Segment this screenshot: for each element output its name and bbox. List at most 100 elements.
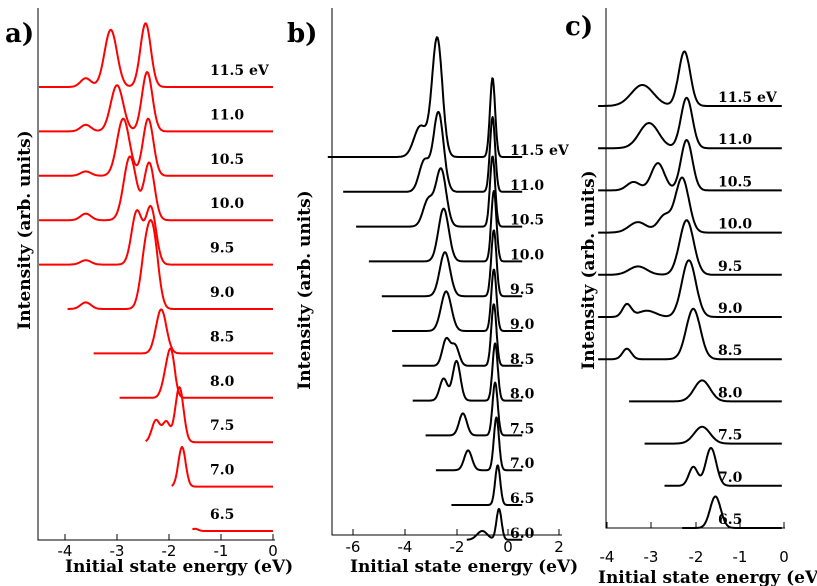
axes-c: [605, 8, 785, 529]
series-label: 8.5: [718, 343, 742, 359]
series-line: [145, 386, 274, 444]
series-line: [38, 22, 274, 88]
series-line: [628, 379, 783, 403]
series-line: [644, 425, 783, 445]
series-label: 9.5: [718, 259, 742, 275]
series-line: [327, 36, 523, 158]
series-line: [425, 381, 523, 437]
ticks-b: -6 -4 -2 0 2: [346, 538, 564, 556]
series-label: 10.5: [510, 213, 544, 229]
series-label: 11.0: [510, 178, 544, 194]
series-label: 6.5: [510, 491, 534, 507]
ticks-a: -4 -3 -2 -1 0: [58, 542, 278, 560]
series-label: 9.5: [210, 241, 234, 257]
series-label: 9.0: [718, 301, 743, 317]
series-label: 7.5: [718, 428, 742, 444]
curves-b: 11.5 eV 11.0 10.5 10.0 9.5 9.0 8.5 8.0 7.5 7.0 6.5…: [327, 36, 570, 542]
ticks-c: -4 -3 -2 -1 0: [600, 548, 789, 566]
series-line: [119, 347, 274, 399]
series-line: [38, 117, 274, 177]
panel-letter-a: a): [5, 19, 34, 49]
axes-a: [37, 8, 275, 541]
series-label: 8.0: [718, 385, 743, 401]
series-line: [412, 342, 523, 402]
series-line: [597, 96, 783, 150]
series-line: [597, 139, 783, 192]
series-line: [38, 204, 274, 266]
tick-label: 0: [268, 542, 278, 560]
tick-label: -4: [600, 548, 615, 566]
series-line: [597, 50, 783, 107]
series-label: 8.5: [210, 329, 234, 345]
series-line: [401, 303, 523, 367]
series-line: [67, 219, 274, 310]
series-label: 7.0: [718, 470, 743, 486]
ylabel-a: Intensity (arb. units): [15, 130, 35, 329]
series-line: [391, 268, 523, 332]
panel-letter-c: c): [565, 12, 593, 42]
tick-label: -6: [346, 538, 361, 556]
series-label: 8.5: [510, 352, 534, 368]
tick-label: 0: [503, 538, 513, 556]
series-line: [597, 176, 783, 234]
tick-label: 2: [554, 538, 564, 556]
tick-label: -1: [214, 542, 229, 560]
tick-label: -3: [644, 548, 659, 566]
series-line: [466, 508, 523, 541]
series-label: 7.5: [510, 421, 534, 437]
series-line: [355, 155, 523, 228]
series-label: 11.0: [718, 132, 752, 148]
series-line: [171, 446, 274, 488]
series-label: 11.0: [210, 107, 244, 123]
series-line: [381, 229, 523, 298]
tick-label: -2: [450, 538, 465, 556]
series-line: [93, 308, 274, 355]
tick-label: -2: [689, 548, 704, 566]
tick-label: -3: [110, 542, 125, 560]
xlabel-a: Initial state energy (eV): [65, 557, 293, 577]
axes-b: [331, 8, 562, 536]
series-label: 9.0: [210, 285, 235, 301]
series-line: [435, 416, 523, 472]
series-label: 8.0: [210, 374, 235, 390]
series-line: [38, 71, 274, 133]
series-line: [597, 259, 783, 318]
series-label: 9.0: [510, 317, 535, 333]
tick-marks-a: [64, 534, 274, 540]
series-label: 7.0: [510, 456, 535, 472]
ylabel-c: Intensity (arb. units): [579, 170, 599, 369]
xlabel-b: Initial state energy (eV): [350, 557, 578, 577]
tick-label: -1: [733, 548, 748, 566]
curves-a: 11.5 eV 11.0 10.5 10.0 9.5 9.0 8.5 8.0 7.5 7.0 6.5: [38, 22, 274, 532]
panel-letter-b: b): [287, 19, 317, 49]
tick-label: -4: [398, 538, 413, 556]
series-label: 7.0: [210, 463, 235, 479]
series-line: [191, 527, 274, 532]
series-line: [597, 307, 783, 361]
series-label: 10.0: [210, 196, 244, 212]
tick-label: 0: [779, 548, 789, 566]
xlabel-c: Initial state energy (eV): [598, 568, 817, 586]
series-line: [342, 110, 523, 193]
series-label: 11.5 eV: [210, 63, 270, 79]
series-label: 10.5: [718, 174, 752, 190]
series-line: [597, 219, 783, 276]
series-line: [681, 495, 783, 529]
series-label: 7.5: [210, 418, 234, 434]
tick-label: -2: [162, 542, 177, 560]
series-label: 11.5 eV: [718, 90, 778, 106]
series-label: 6.0: [510, 526, 535, 542]
series-label: 9.5: [510, 282, 534, 298]
series-line: [664, 447, 783, 487]
series-label: 8.0: [510, 387, 535, 403]
series-label: 10.0: [718, 217, 752, 233]
series-line: [450, 464, 523, 506]
series-label: 6.5: [718, 512, 742, 528]
tick-label: -4: [58, 542, 73, 560]
series-label: 10.0: [510, 247, 544, 263]
series-line: [38, 155, 274, 222]
series-label: 6.5: [210, 507, 234, 523]
series-label: 11.5 eV: [510, 143, 570, 159]
curves-c: 11.5 eV 11.0 10.5 10.0 9.5 9.0 8.5 8.0 7.5 7.0 6.5: [597, 50, 783, 529]
series-label: 10.5: [210, 152, 244, 168]
